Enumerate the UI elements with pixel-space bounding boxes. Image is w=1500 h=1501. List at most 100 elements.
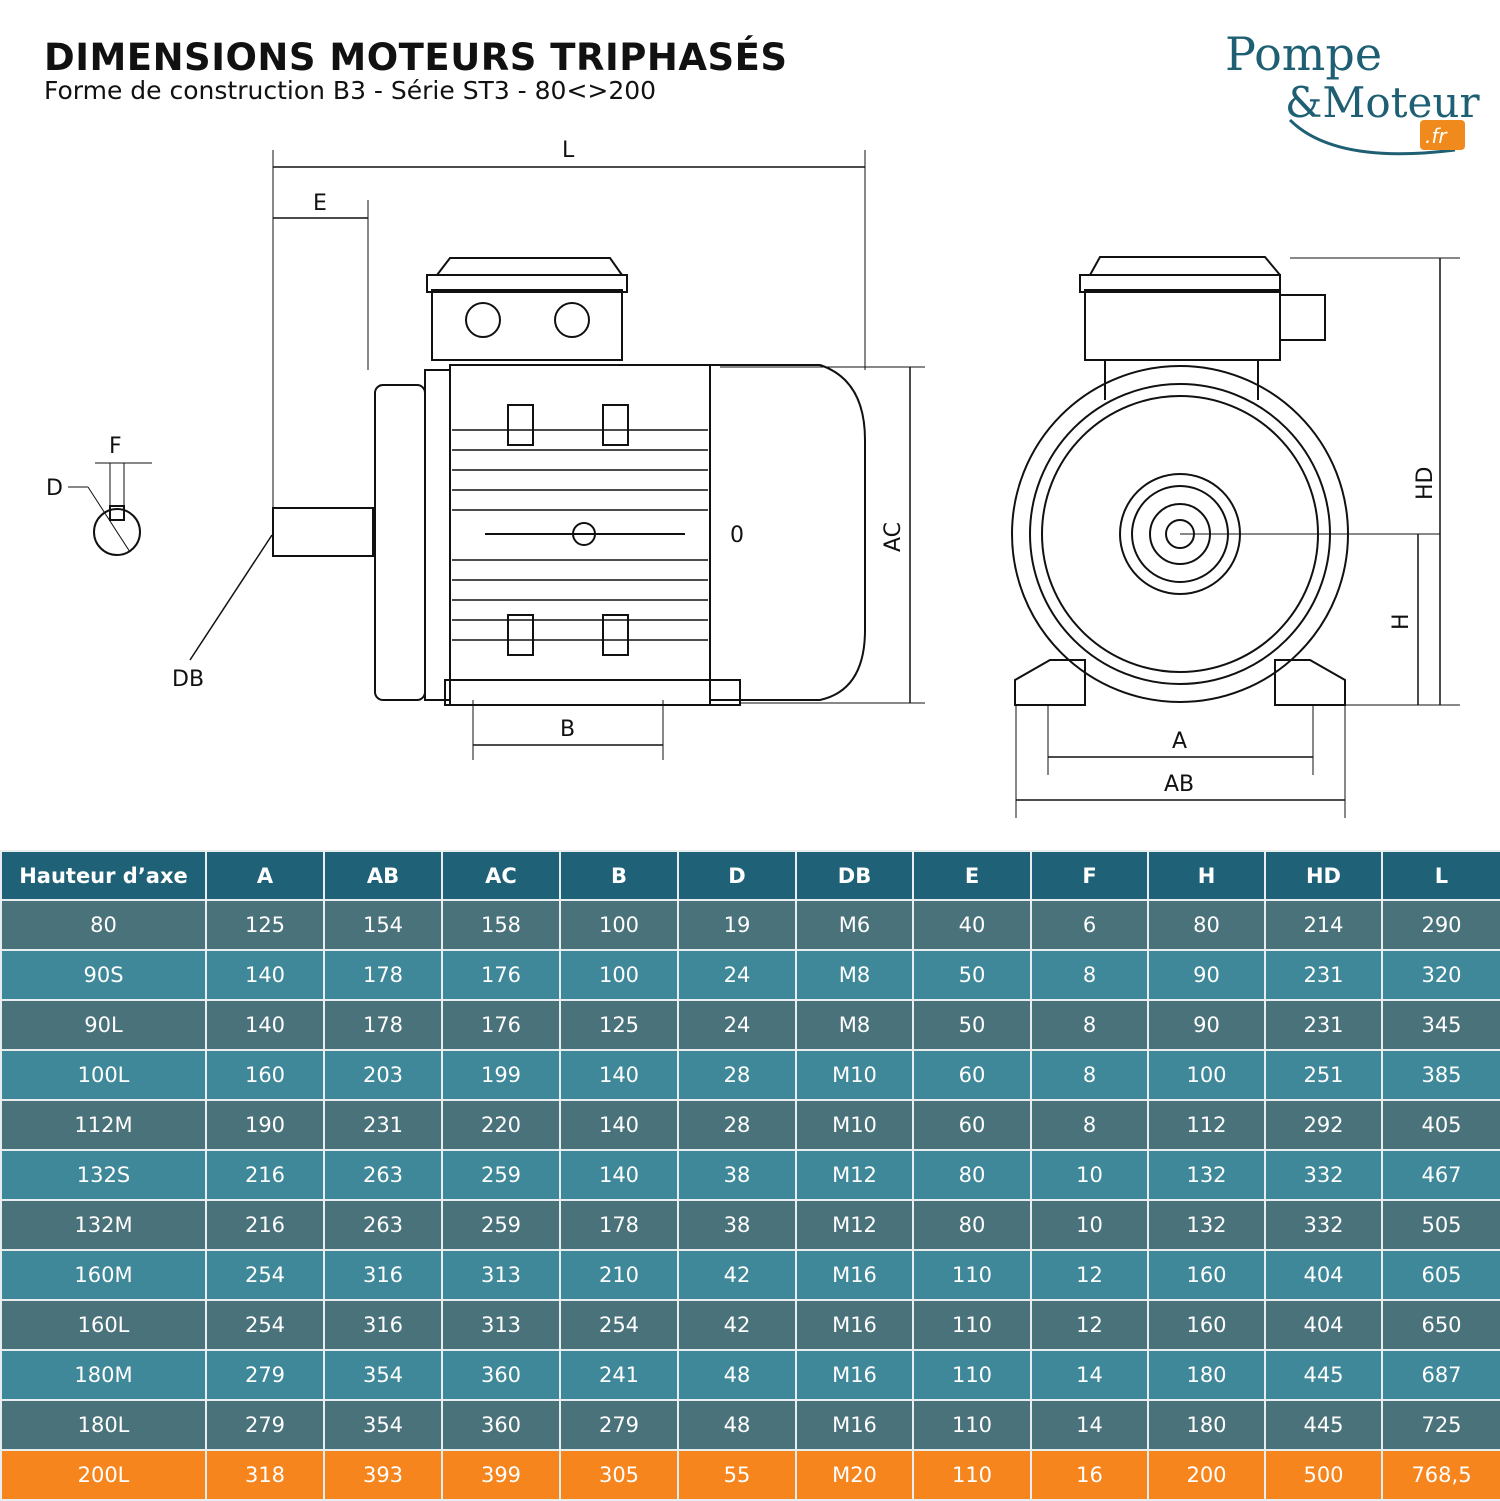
logo-tld: .fr <box>1425 124 1448 148</box>
table-cell: 100 <box>1147 1049 1266 1101</box>
table-cell: 332 <box>1264 1149 1383 1201</box>
table-cell: 6 <box>1030 899 1149 951</box>
column-header: B <box>559 850 679 901</box>
table-cell: 292 <box>1264 1099 1383 1151</box>
table-cell: 28 <box>677 1099 797 1151</box>
table-cell: 360 <box>441 1399 561 1451</box>
table-cell: 154 <box>323 899 443 951</box>
table-cell: 100 <box>559 899 679 951</box>
table-cell: 505 <box>1381 1199 1500 1251</box>
table-cell: M16 <box>795 1249 914 1301</box>
table-header-row: Hauteur d’axe A AB AC B D DB E F H HD L <box>0 850 1500 901</box>
table-cell: 200 <box>1147 1449 1266 1501</box>
table-cell: 220 <box>441 1099 561 1151</box>
table-cell: 320 <box>1381 949 1500 1001</box>
table-cell: 160 <box>205 1049 325 1101</box>
table-cell: 231 <box>1264 999 1383 1051</box>
table-cell: 140 <box>205 999 325 1051</box>
column-header: Hauteur d’axe <box>0 850 207 901</box>
table-cell: 28 <box>677 1049 797 1101</box>
table-cell: 19 <box>677 899 797 951</box>
table-cell: M12 <box>795 1149 914 1201</box>
logo-line2: &Moteur <box>1285 78 1480 127</box>
table-cell: 12 <box>1030 1249 1149 1301</box>
logo-line1: Pompe <box>1225 27 1382 81</box>
table-cell: 10 <box>1030 1199 1149 1251</box>
table-cell: 279 <box>559 1399 679 1451</box>
table-cell: 80 <box>912 1199 1032 1251</box>
label-H: H <box>1389 613 1414 630</box>
table-cell: 316 <box>323 1299 443 1351</box>
table-cell: 404 <box>1264 1299 1383 1351</box>
column-header: DB <box>795 850 914 901</box>
table-cell: 305 <box>559 1449 679 1501</box>
table-cell: 90 <box>1147 999 1266 1051</box>
table-cell: 55 <box>677 1449 797 1501</box>
table-cell: 263 <box>323 1199 443 1251</box>
table-row: 180M 279 354 360 241 48 M16 110 14 180 445 687 <box>0 1349 1500 1401</box>
table-cell: 650 <box>1381 1299 1500 1351</box>
table-cell: 254 <box>205 1299 325 1351</box>
table-cell: M20 <box>795 1449 914 1501</box>
table-row: 132S 216 263 259 140 38 M12 80 10 132 332 467 <box>0 1149 1500 1201</box>
table-cell: 190 <box>205 1099 325 1151</box>
table-cell: 48 <box>677 1349 797 1401</box>
table-cell: 8 <box>1030 999 1149 1051</box>
table-cell: 90 <box>1147 949 1266 1001</box>
table-cell: 178 <box>559 1199 679 1251</box>
table-row: 90S 140 178 176 100 24 M8 50 8 90 231 320 <box>0 949 1500 1001</box>
label-A: A <box>1172 729 1187 754</box>
table-cell: 80 <box>1147 899 1266 951</box>
table-cell: 445 <box>1264 1349 1383 1401</box>
motor-side-view <box>189 150 925 760</box>
table-cell: 50 <box>912 949 1032 1001</box>
label-E: E <box>313 191 327 216</box>
table-cell: 8 <box>1030 1099 1149 1151</box>
label-L: L <box>562 138 575 163</box>
table-row: 100L 160 203 199 140 28 M10 60 8 100 251 385 <box>0 1049 1500 1101</box>
table-cell: 132 <box>1147 1199 1266 1251</box>
table-cell: 24 <box>677 949 797 1001</box>
table-row: 160L 254 316 313 254 42 M16 110 12 160 404 650 <box>0 1299 1500 1351</box>
table-cell: 259 <box>441 1149 561 1201</box>
table-cell: M12 <box>795 1199 914 1251</box>
table-cell: 254 <box>559 1299 679 1351</box>
label-DB: DB <box>172 667 204 692</box>
table-cell: 50 <box>912 999 1032 1051</box>
table-row: 180L 279 354 360 279 48 M16 110 14 180 445 725 <box>0 1399 1500 1451</box>
table-cell: 393 <box>323 1449 443 1501</box>
table-cell: 279 <box>205 1399 325 1451</box>
table-cell: 110 <box>912 1399 1032 1451</box>
table-cell: M10 <box>795 1099 914 1151</box>
table-cell: 254 <box>205 1249 325 1301</box>
table-cell: 216 <box>205 1199 325 1251</box>
table-cell: 100 <box>559 949 679 1001</box>
label-0: 0 <box>730 523 744 548</box>
table-cell: 132 <box>1147 1149 1266 1201</box>
table-cell: 60 <box>912 1049 1032 1101</box>
table-cell: 12 <box>1030 1299 1149 1351</box>
table-cell: 176 <box>441 999 561 1051</box>
table-cell: M16 <box>795 1299 914 1351</box>
table-cell: 605 <box>1381 1249 1500 1301</box>
table-cell: 203 <box>323 1049 443 1101</box>
table-cell: 318 <box>205 1449 325 1501</box>
table-cell: 132S <box>0 1149 207 1201</box>
table-row: 80 125 154 158 100 19 M6 40 6 80 214 290 <box>0 899 1500 951</box>
table-cell: 687 <box>1381 1349 1500 1401</box>
table-cell: 467 <box>1381 1149 1500 1201</box>
table-cell: 160 <box>1147 1299 1266 1351</box>
table-cell: 132M <box>0 1199 207 1251</box>
table-cell: 290 <box>1381 899 1500 951</box>
table-cell: 332 <box>1264 1199 1383 1251</box>
shaft-end-detail <box>68 462 152 556</box>
column-header: A <box>205 850 325 901</box>
table-cell: 60 <box>912 1099 1032 1151</box>
table-row: 160M 254 316 313 210 42 M16 110 12 160 404 605 <box>0 1249 1500 1301</box>
table-cell: 110 <box>912 1249 1032 1301</box>
table-cell: 14 <box>1030 1349 1149 1401</box>
table-cell: 158 <box>441 899 561 951</box>
table-cell: 313 <box>441 1299 561 1351</box>
table-cell: 110 <box>912 1349 1032 1401</box>
table-cell: 140 <box>559 1149 679 1201</box>
